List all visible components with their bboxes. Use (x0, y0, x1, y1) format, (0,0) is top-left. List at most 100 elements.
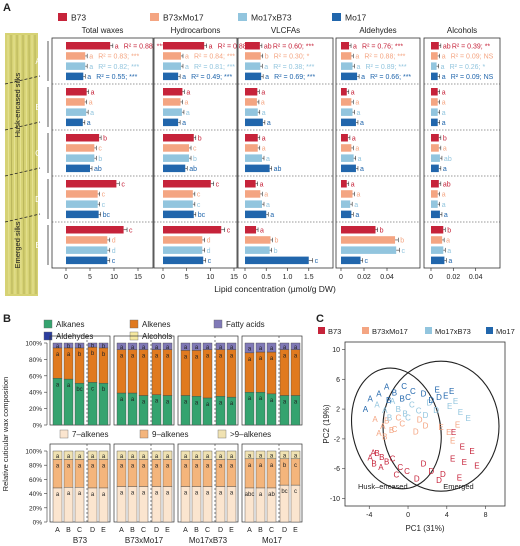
significance-letter: a (294, 453, 298, 459)
legend-swatch-fatty_acids (213, 319, 223, 329)
section-tick-label: D (282, 527, 287, 534)
bar-B73xMo17 (431, 144, 439, 152)
significance-letter: d (207, 248, 211, 255)
significance-letter: a (184, 354, 188, 360)
significance-letter: a (56, 344, 60, 350)
scatter-point-B73xMo17: B (389, 426, 394, 435)
x-tick-label: 1.0 (283, 274, 293, 281)
significance-letter: a (270, 398, 274, 404)
x-tick-label: 0 (429, 274, 433, 281)
significance-letter: a (90, 110, 94, 117)
significance-letter: a (184, 491, 188, 497)
r2-annotation: R² = 0.60; *** (273, 44, 314, 51)
significance-letter: b (91, 351, 95, 357)
x-tick-label: 0.5 (261, 274, 271, 281)
bar-Mo17 (66, 210, 99, 219)
significance-letter: a (230, 491, 234, 497)
significance-letter: a (67, 454, 71, 460)
significance-letter: c (112, 258, 116, 265)
r2-annotation: R² = 0.55; *** (96, 74, 137, 81)
scatter-point-Mo17: C (405, 393, 411, 402)
significance-letter: a (184, 399, 188, 405)
bar-B73xMo17 (341, 144, 352, 152)
scatter-point-Mo17: C (401, 382, 407, 391)
x-tick-label: 0 (243, 274, 247, 281)
r2-annotation: R² = 0.88; *** (364, 54, 405, 61)
scatter-point-Mo17xB73: B (402, 410, 407, 419)
bar-Mo17xB73 (163, 200, 193, 208)
r2-annotation: R² = 0.84; *** (194, 54, 235, 61)
significance-letter: b (265, 54, 269, 61)
significance-letter: a (265, 74, 269, 81)
section-divider (4, 213, 41, 223)
bar-B73xMo17 (245, 98, 257, 106)
scatter-point-B73: A (378, 463, 384, 472)
bar-B73xMo17 (341, 190, 353, 198)
significance-letter: c (197, 202, 201, 209)
scatter-point-Mo17: B (392, 389, 397, 398)
significance-letter: a (357, 64, 361, 71)
bar-B73xMo17 (341, 98, 352, 106)
stacked-segment (162, 450, 173, 460)
scatter-point-Mo17: C (410, 387, 416, 396)
scatter-point-Mo17: E (443, 392, 448, 401)
significance-letter: a (357, 110, 361, 117)
significance-letter: d (207, 238, 211, 245)
section-label-A: A (35, 57, 41, 66)
legend-label-Mo17: Mo17 (345, 13, 367, 23)
bar-Mo17 (341, 72, 358, 81)
legend-swatch-B73xMo17 (150, 13, 159, 21)
scatter-point-B73: E (460, 442, 465, 451)
bar-Mo17 (66, 256, 108, 265)
significance-letter: a (262, 146, 266, 153)
section-tick-label: C (141, 527, 146, 534)
bar-Mo17 (341, 256, 361, 265)
side-label-emerged: Emerged silks (13, 221, 22, 268)
y-tick-label: -6 (334, 466, 340, 473)
x-tick-label: 0 (406, 512, 410, 519)
significance-letter: ab (443, 182, 451, 189)
stacked-segment (151, 342, 162, 350)
scatter-point-B73xMo17: D (423, 421, 429, 430)
x-tick-label: 0.02 (447, 274, 461, 281)
r2-annotation: R² = 0.89; *** (366, 64, 407, 71)
legend-swatch-Mo17 (486, 327, 493, 334)
stacked-segment (266, 342, 277, 353)
section-tick-label: E (293, 527, 298, 534)
bar-Mo17xB73 (341, 62, 353, 70)
legend-label-B73xMo17: B73xMo17 (163, 13, 204, 23)
bar-Mo17 (245, 210, 267, 219)
y-tick-label: 60% (29, 477, 42, 484)
scatter-point-Mo17: A (384, 383, 390, 392)
bar-B73 (163, 88, 183, 96)
legend-label-alcohols: Alcohols (142, 332, 172, 341)
y-tick-label: 60% (29, 373, 42, 380)
significance-letter: a (248, 396, 252, 402)
legend-swatch-Mo17xB73 (238, 13, 247, 21)
significance-letter: a (230, 345, 234, 351)
x-tick-label: 0.02 (357, 274, 371, 281)
stacked-segment (290, 450, 301, 460)
stacked-segment (202, 342, 213, 350)
bar-B73xMo17 (245, 236, 271, 244)
stacked-segment (202, 450, 213, 460)
stacked-segment (180, 342, 191, 351)
section-tick-label: B (66, 527, 71, 534)
significance-letter: a (442, 120, 446, 127)
significance-letter: a (182, 120, 186, 127)
bar-B73xMo17 (245, 144, 258, 152)
significance-letter: a (89, 64, 93, 71)
significance-letter: a (248, 346, 252, 352)
scatter-point-B73: A (370, 448, 376, 457)
stacked-segment (116, 450, 127, 460)
stacked-segment (162, 342, 173, 350)
stacked-segment (127, 342, 138, 350)
section-tick-label: D (90, 527, 95, 534)
legend-label-aldehydes: Aldehydes (56, 332, 93, 341)
significance-letter: a (195, 454, 199, 460)
scatter-point-B73xMo17: B (384, 416, 389, 425)
bar-B73xMo17 (431, 98, 438, 106)
subpanel-frame (423, 37, 501, 269)
bar-Mo17xB73 (431, 246, 444, 254)
panel-label-b: B (3, 313, 11, 325)
